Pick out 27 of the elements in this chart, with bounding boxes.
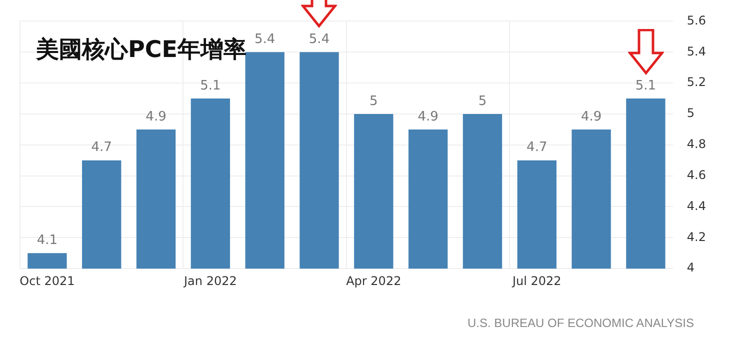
y-tick-label: 5.4 [686, 44, 706, 58]
y-tick-label: 4.8 [686, 137, 706, 152]
y-tick-label: 4 [686, 260, 695, 275]
data-label: 4.1 [36, 233, 58, 248]
data-label: 4.7 [526, 140, 548, 156]
data-label: 5.4 [254, 32, 276, 47]
y-tick-label: 4.6 [686, 168, 706, 182]
y-tick-label: 5.6 [686, 13, 706, 28]
data-label: 5 [478, 94, 487, 109]
y-tick-label: 5.2 [686, 75, 706, 90]
data-label: 5.4 [308, 32, 330, 47]
data-label: 5 [370, 94, 378, 109]
x-tick-label: Jul 2022 [511, 274, 562, 288]
x-tick-label: Apr 2022 [346, 274, 402, 288]
y-tick-label: 5 [686, 106, 695, 120]
data-label: 4.9 [146, 109, 166, 124]
y-tick-label: 4.2 [686, 230, 706, 244]
x-tick-label: Oct 2021 [20, 274, 75, 288]
y-tick-label: 4.4 [686, 198, 706, 213]
text: 美國核心PCE年增率 [36, 36, 246, 65]
x-tick-label: Jan 2022 [183, 274, 237, 288]
data-label: 4.7 [91, 140, 112, 156]
text: U.S. BUREAU OF ECONOMIC ANALYSIS [468, 316, 694, 330]
data-label: 4.9 [418, 109, 438, 124]
data-label: 5.1 [200, 78, 221, 94]
data-label: 5.1 [635, 78, 656, 94]
data-label: 4.9 [580, 109, 602, 124]
